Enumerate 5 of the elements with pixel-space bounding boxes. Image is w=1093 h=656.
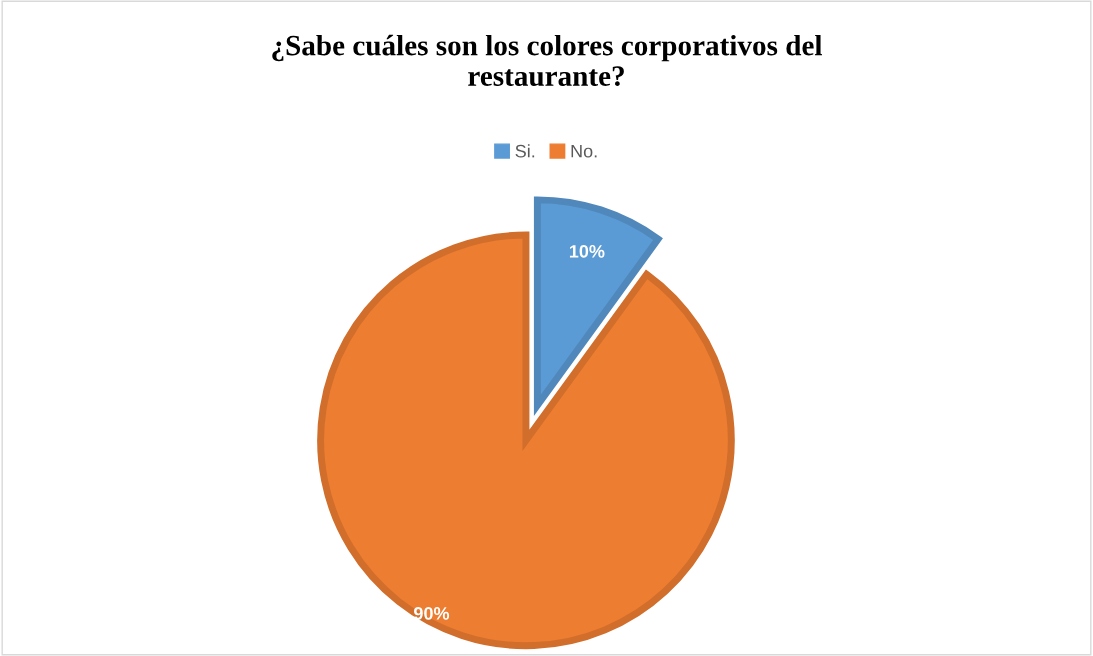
data-label: 10% bbox=[569, 244, 605, 258]
data-label: 90% bbox=[414, 606, 450, 620]
chart-title: ¿Sabe cuáles son los colores corporativos del restaurante? bbox=[272, 34, 822, 87]
legend-label: Si. bbox=[515, 144, 535, 158]
legend-label: No. bbox=[571, 144, 597, 158]
